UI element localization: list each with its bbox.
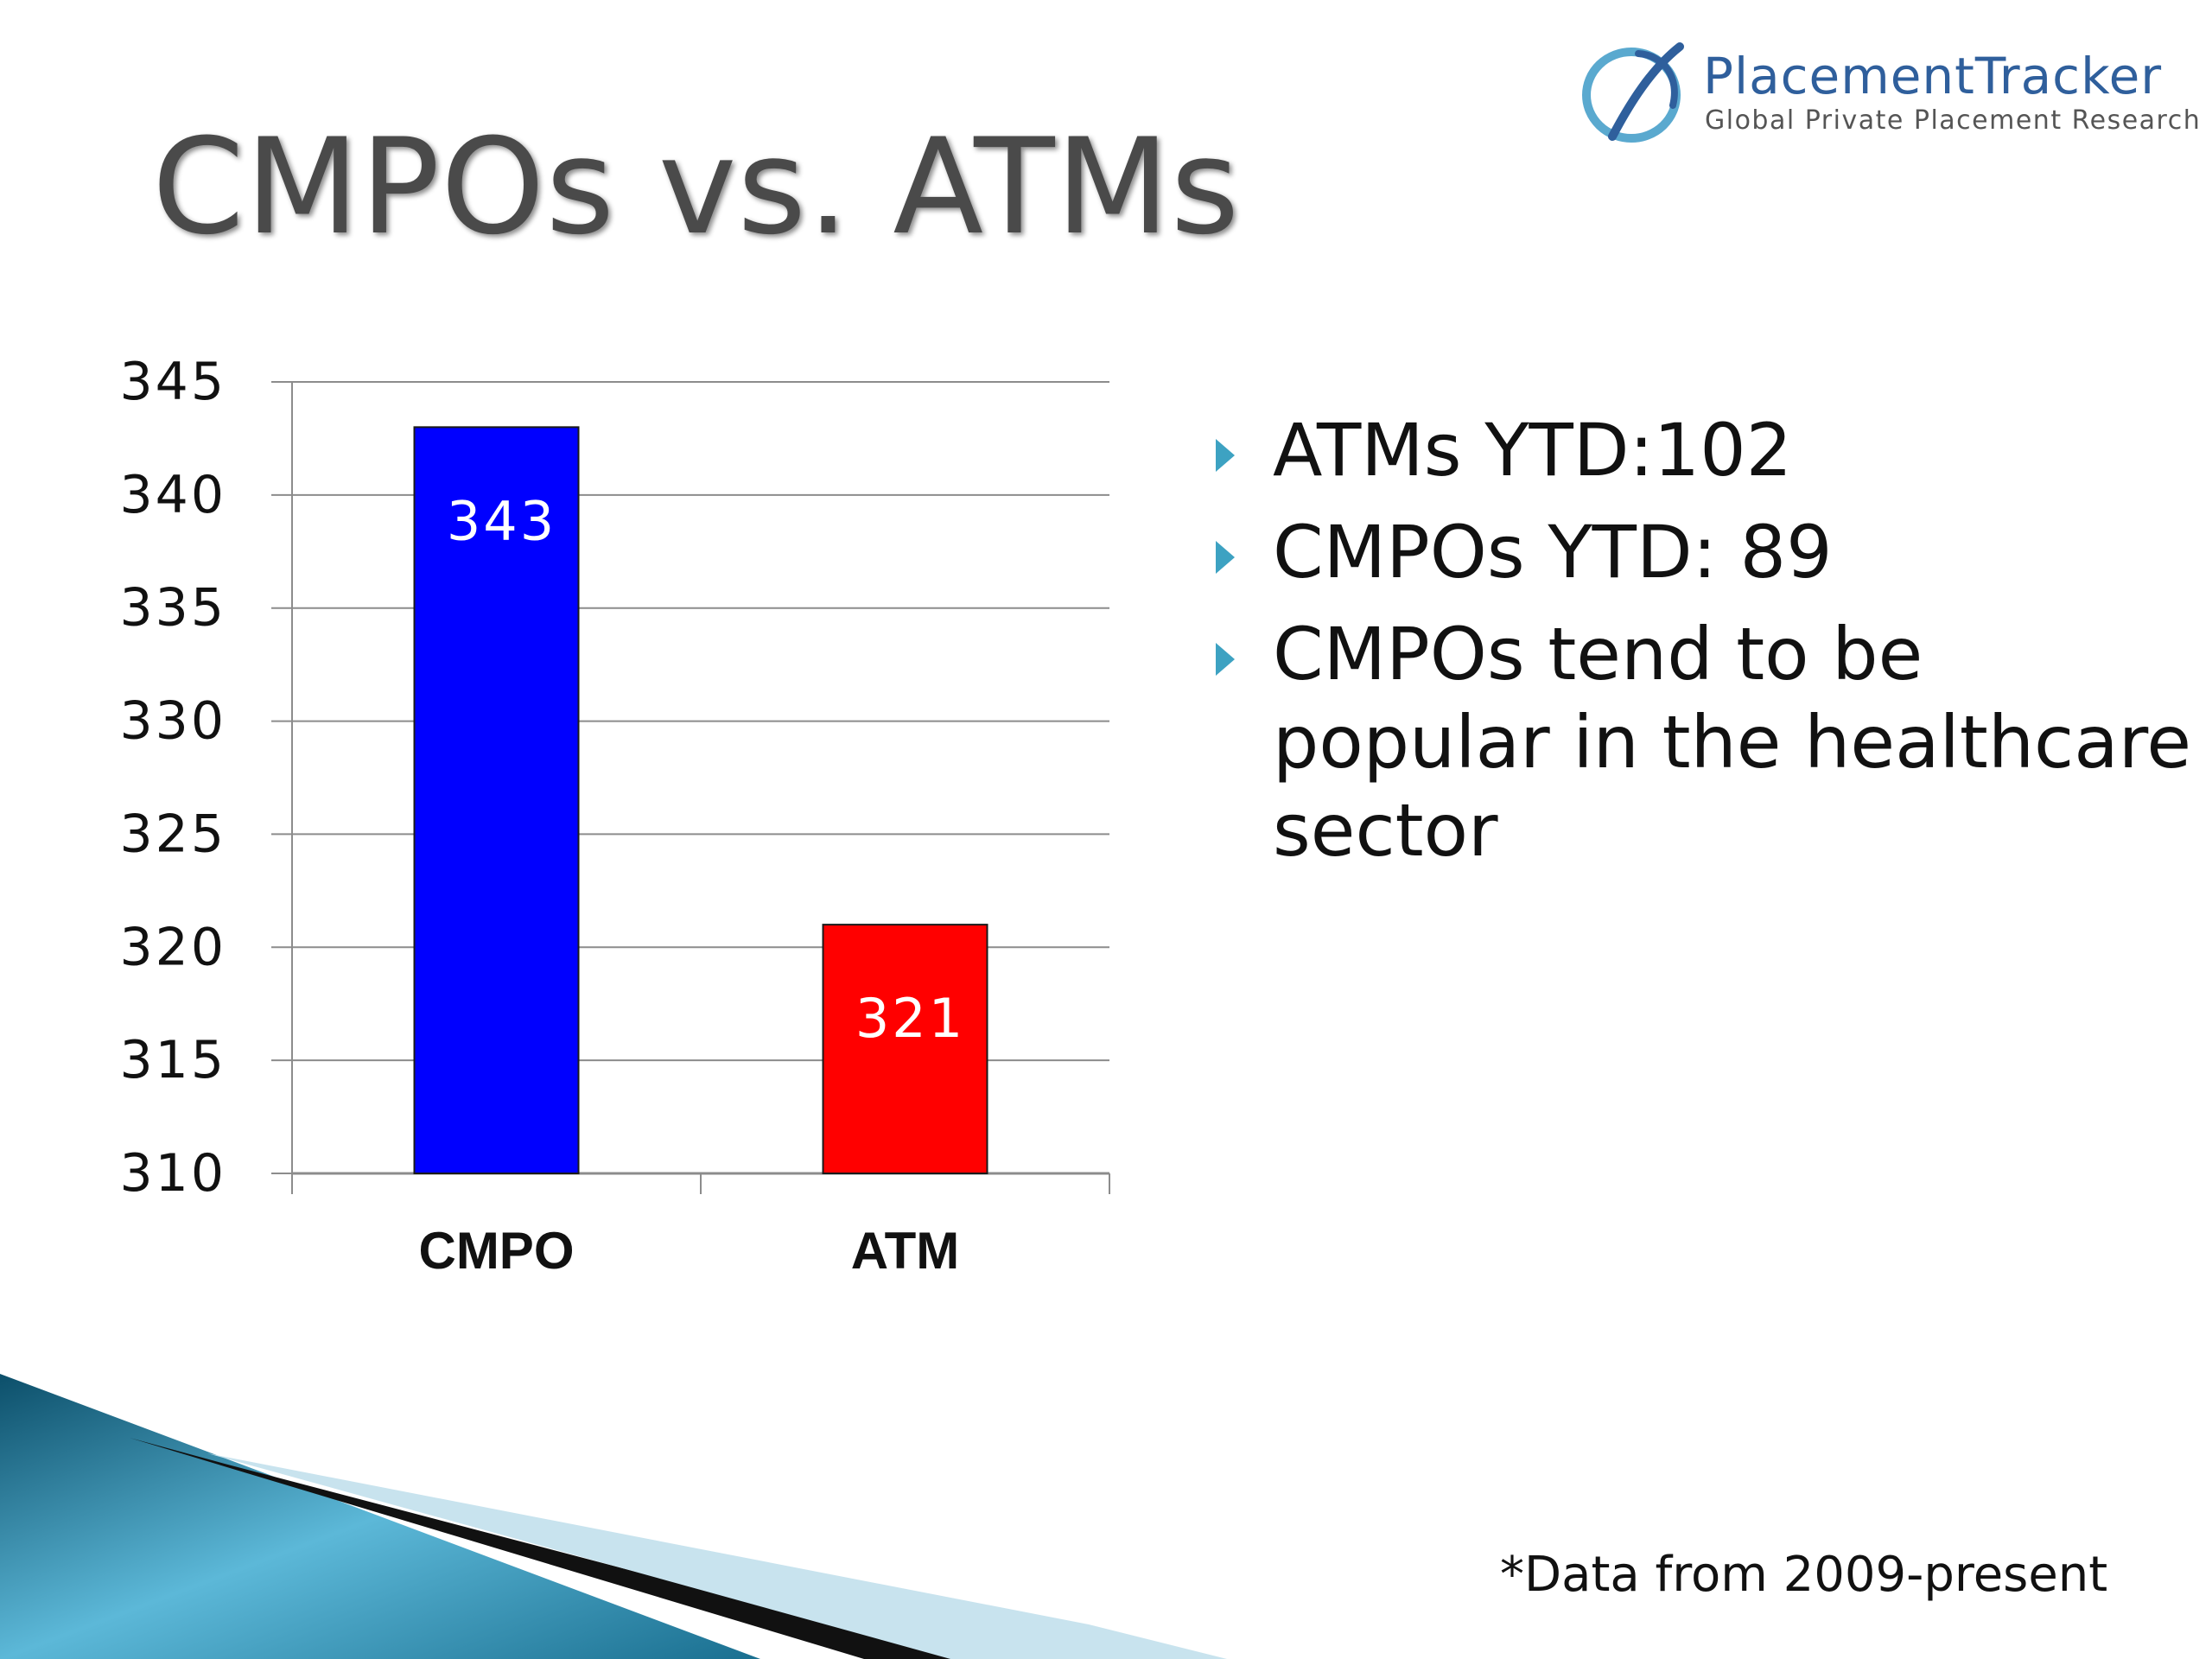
bullet-text: CMPOs tend to be popular in the healthca… bbox=[1273, 612, 2192, 873]
logo-swirl-icon bbox=[1582, 42, 1684, 143]
bullet-list: ATMs YTD:102 CMPOs YTD: 89 CMPOs tend to… bbox=[1205, 406, 2208, 888]
bullet-item: ATMs YTD:102 bbox=[1205, 406, 2208, 494]
y-tick-label: 310 bbox=[119, 1143, 226, 1204]
slide-title: CMPOs vs. ATMs bbox=[152, 111, 1241, 264]
triangle-bullet-icon bbox=[1216, 643, 1235, 676]
y-tick-label: 325 bbox=[119, 804, 226, 864]
y-tick-label: 345 bbox=[119, 352, 226, 412]
bullet-item: CMPOs YTD: 89 bbox=[1205, 508, 2208, 596]
y-tick-label: 315 bbox=[119, 1030, 226, 1090]
decorative-swoosh bbox=[0, 1374, 1227, 1659]
y-tick-label: 330 bbox=[119, 691, 226, 752]
bar bbox=[822, 924, 988, 1174]
bar-chart: 310 315 320 325 330 335 340 345 343 CMPO 321 ATM bbox=[119, 352, 1110, 1280]
data-label: 343 bbox=[447, 489, 556, 552]
logo-tagline: Global Private Placement Research bbox=[1705, 105, 2202, 136]
bar bbox=[413, 426, 580, 1175]
data-footnote: *Data from 2009-present bbox=[1500, 1547, 2108, 1603]
y-tick-label: 335 bbox=[119, 578, 226, 639]
placementtracker-logo: PlacementTracker Global Private Placemen… bbox=[1578, 35, 2200, 147]
triangle-bullet-icon bbox=[1216, 439, 1235, 472]
bullet-text: ATMs YTD:102 bbox=[1273, 408, 1793, 493]
bullet-item: CMPOs tend to be popular in the healthca… bbox=[1205, 610, 2208, 874]
logo-name: PlacementTracker bbox=[1703, 47, 2163, 105]
y-tick-label: 320 bbox=[119, 917, 226, 977]
x-category-label: ATM bbox=[851, 1222, 960, 1280]
x-category-label: CMPO bbox=[419, 1222, 575, 1280]
bullet-text: CMPOs YTD: 89 bbox=[1273, 510, 1833, 594]
data-label: 321 bbox=[855, 987, 965, 1050]
y-tick-label: 340 bbox=[119, 465, 226, 525]
triangle-bullet-icon bbox=[1216, 541, 1235, 574]
